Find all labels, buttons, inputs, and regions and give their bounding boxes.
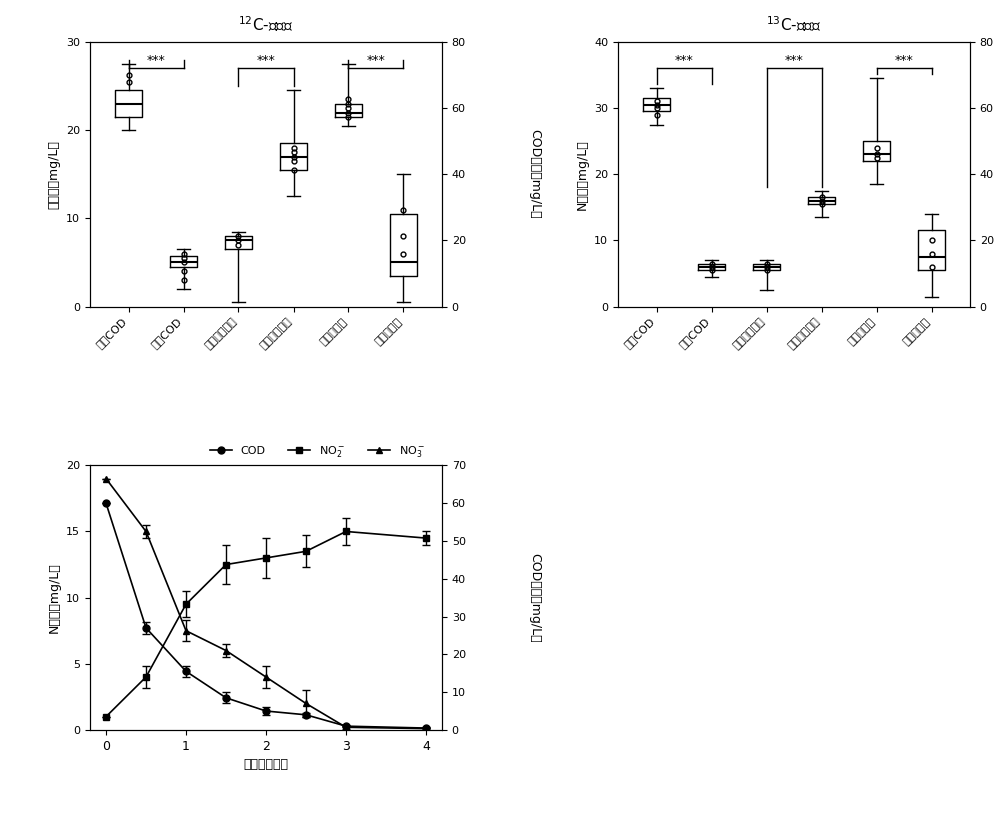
Legend: COD, NO$_2^-$, NO$_3^-$: COD, NO$_2^-$, NO$_3^-$ [205,439,429,463]
Text: ***: *** [367,54,385,67]
Text: ***: *** [257,54,275,67]
Y-axis label: 氮浓度（mg/L）: 氮浓度（mg/L） [48,140,61,209]
X-axis label: 时间（小时）: 时间（小时） [244,758,288,771]
Title: $^{13}$C-丙酸钔: $^{13}$C-丙酸钔 [766,14,822,34]
Text: ***: *** [785,54,803,67]
Text: ***: *** [895,54,913,67]
Text: ***: *** [147,54,165,67]
Y-axis label: N浓度（mg/L）: N浓度（mg/L） [48,562,61,633]
Y-axis label: N浓度（mg/L）: N浓度（mg/L） [576,139,589,210]
Y-axis label: COD浓度（mg/L）: COD浓度（mg/L） [528,553,541,643]
Y-axis label: COD浓度（mg/L）: COD浓度（mg/L） [528,129,541,219]
Text: ***: *** [675,54,693,67]
Title: $^{12}$C-丙酸钔: $^{12}$C-丙酸钔 [238,14,294,34]
